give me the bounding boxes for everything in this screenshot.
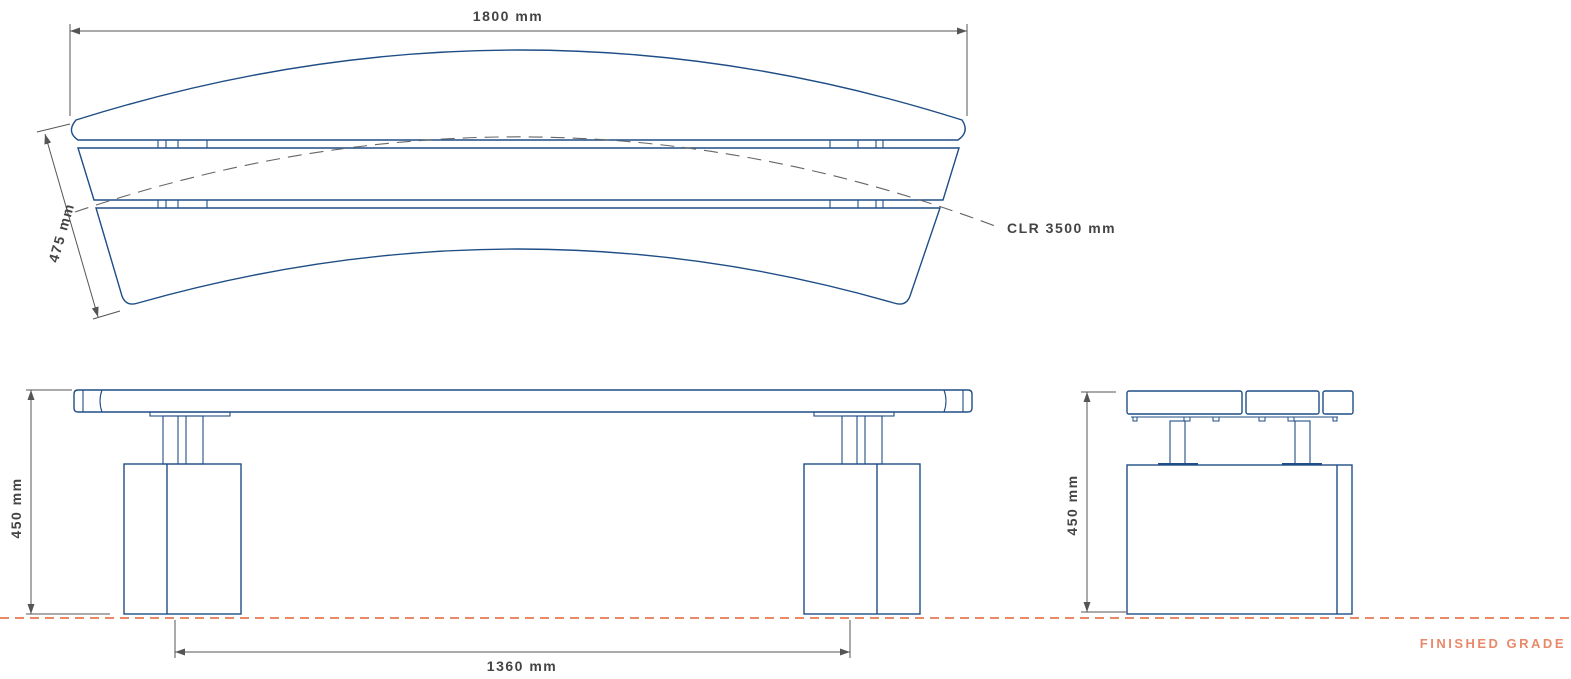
front-right-base [803, 463, 921, 615]
side-plank-3 [1322, 390, 1354, 415]
base-spacing-label: 1360 mm [487, 658, 557, 674]
front-height-label: 450 mm [8, 477, 24, 538]
side-base [1126, 464, 1353, 615]
side-height-dimension [1081, 391, 1126, 613]
side-plank-1 [1126, 390, 1243, 415]
side-clips [1132, 416, 1338, 422]
plan-back-plank [70, 49, 966, 141]
front-right-post [813, 411, 895, 465]
finished-grade-label: FINISHED GRADE [1420, 636, 1566, 651]
side-plank-2 [1245, 390, 1320, 415]
front-left-post [149, 411, 231, 465]
front-height-dimension [26, 389, 110, 615]
plan-support-rails [157, 140, 884, 208]
overall-width-dimension [69, 24, 968, 116]
front-seat-slab [73, 389, 973, 413]
front-elevation [73, 389, 973, 615]
front-left-base [123, 463, 242, 615]
side-elevation [1126, 390, 1354, 615]
overall-width-label: 1800 mm [473, 8, 543, 24]
seat-depth-dimension [36, 123, 121, 320]
seat-depth-label: 475 mm [45, 201, 77, 264]
side-posts [1158, 420, 1322, 465]
plan-front-plank [95, 207, 941, 305]
side-height-label: 450 mm [1064, 474, 1080, 535]
plan-middle-plank [77, 147, 960, 201]
clearance-radius-arc [74, 136, 996, 227]
plan-view [70, 49, 966, 305]
base-spacing-dimension [174, 620, 851, 658]
clearance-radius-label: CLR 3500 mm [1007, 220, 1116, 236]
